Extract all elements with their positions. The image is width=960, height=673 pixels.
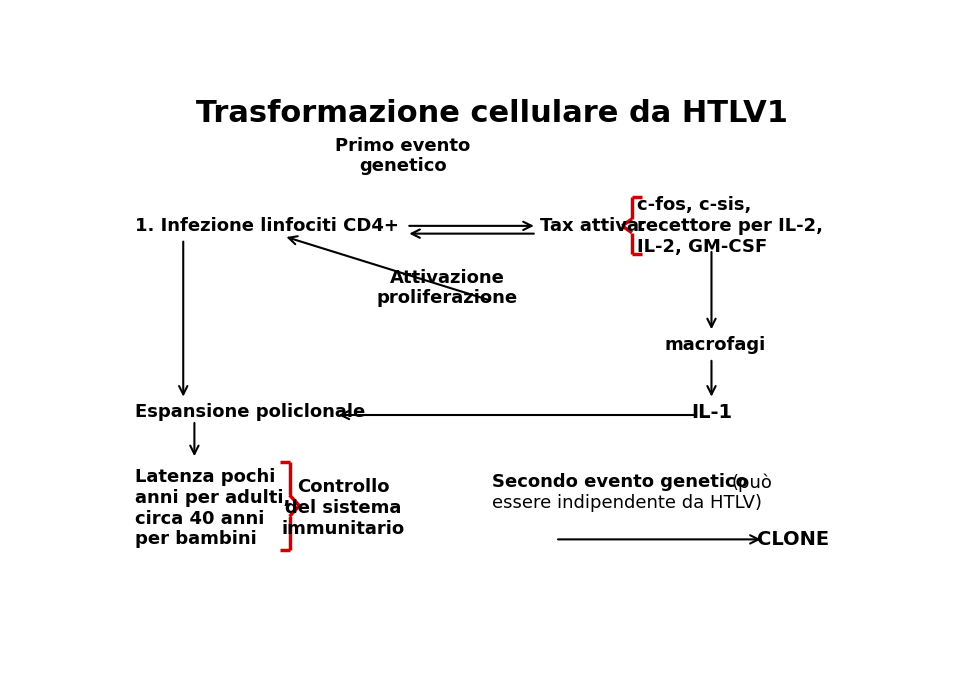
Text: Espansione policlonale: Espansione policlonale [134,403,365,421]
Text: macrofagi: macrofagi [664,336,766,354]
Text: Trasformazione cellulare da HTLV1: Trasformazione cellulare da HTLV1 [196,99,788,128]
Text: Latenza pochi
anni per adulti,
circa 40 anni
per bambini: Latenza pochi anni per adulti, circa 40 … [134,468,290,548]
Text: Primo evento
genetico: Primo evento genetico [335,137,470,175]
Text: Attivazione
proliferazione: Attivazione proliferazione [376,269,518,308]
Text: (può: (può [732,473,773,491]
Text: Tax attiva:: Tax attiva: [540,217,646,235]
Text: IL-1: IL-1 [691,403,732,422]
Text: Secondo evento genetico: Secondo evento genetico [492,473,755,491]
Text: essere indipendente da HTLV): essere indipendente da HTLV) [492,494,762,512]
Text: c-fos, c-sis,
recettore per IL-2,
IL-2, GM-CSF: c-fos, c-sis, recettore per IL-2, IL-2, … [637,196,823,256]
Text: Controllo
del sistema
immunitario: Controllo del sistema immunitario [281,479,405,538]
Text: CLONE: CLONE [757,530,829,549]
Text: 1. Infezione linfociti CD4+: 1. Infezione linfociti CD4+ [134,217,398,235]
